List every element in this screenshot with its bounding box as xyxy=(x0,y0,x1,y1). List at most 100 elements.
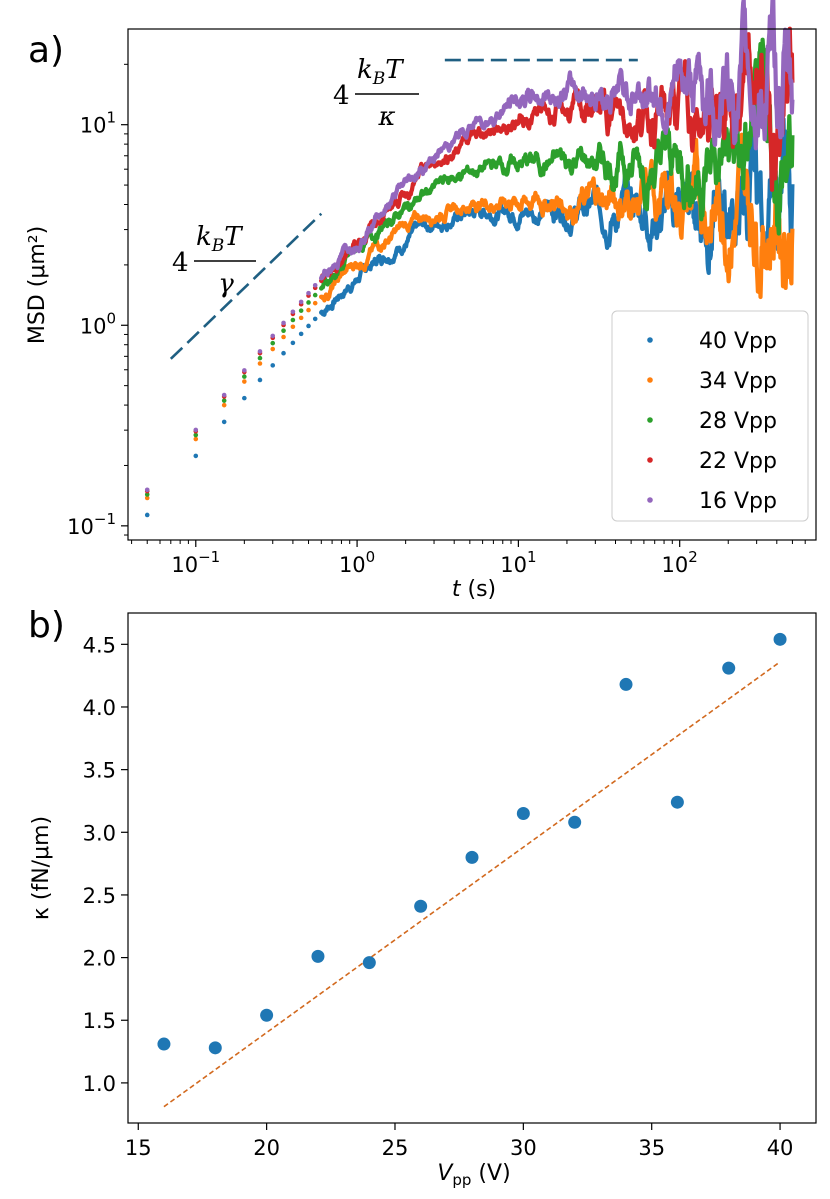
msd-point xyxy=(221,402,227,408)
plot-a-xlabel: t (s) xyxy=(452,577,496,602)
legend-label: 40 Vpp xyxy=(699,329,777,354)
plot-a-xlabel-var: t xyxy=(452,577,462,602)
legend-box xyxy=(611,310,809,522)
annotation-diffusive-sub: B xyxy=(211,236,225,256)
msd-point xyxy=(193,427,199,433)
data-point xyxy=(311,949,325,963)
msd-curve xyxy=(319,37,795,290)
panel-b-stiffness-chart: b) 15 20 25 30 35 401.01.52.02.53.03.54.04.5 … xyxy=(28,605,817,1189)
msd-point xyxy=(193,436,199,442)
msd-point xyxy=(144,495,150,501)
msd-point xyxy=(312,283,318,288)
msd-point xyxy=(306,300,311,305)
msd-series-group xyxy=(144,0,795,518)
data-point xyxy=(260,1008,274,1022)
y-tick-label: 2.0 xyxy=(83,947,116,971)
msd-point xyxy=(242,395,247,401)
plot-b-xlabel-sub: pp xyxy=(452,1171,471,1189)
msd-curve xyxy=(319,132,795,303)
plot-b-xlabel-unit: (V) xyxy=(471,1161,510,1186)
x-tick-label: 101 xyxy=(500,548,536,577)
panel-a-msd-chart: a) 10−1 100 101 102 10−1 100 101 MSD (μm²) t (… xyxy=(25,0,817,602)
x-tick-label: 40 xyxy=(767,1136,794,1160)
msd-point xyxy=(221,392,227,398)
msd-curve xyxy=(319,0,795,280)
msd-point xyxy=(290,317,296,323)
x-tick-label: 102 xyxy=(662,548,698,577)
annotation-diffusive-T: T xyxy=(224,222,243,252)
plot-b-xlabel-var: V xyxy=(437,1161,454,1186)
data-point xyxy=(414,899,428,913)
plot-b-xlabel: Vpp (V) xyxy=(437,1161,510,1189)
msd-point xyxy=(144,487,150,493)
legend: 40 Vpp 34 Vpp 28 Vpp 22 Vpp 16 Vpp xyxy=(611,310,809,522)
plot-a-ylabel: MSD (μm²) xyxy=(25,226,50,344)
msd-point xyxy=(298,299,304,305)
plot-a-axes-ticks: 10−1 100 101 102 10−1 100 101 xyxy=(67,63,806,577)
msd-point xyxy=(306,323,311,329)
msd-point xyxy=(270,346,276,352)
msd-point xyxy=(281,320,286,326)
msd-point xyxy=(290,340,296,346)
legend-label: 16 Vpp xyxy=(699,489,777,514)
legend-marker xyxy=(647,417,653,423)
msd-point xyxy=(312,292,318,298)
legend-marker xyxy=(647,337,653,343)
msd-point xyxy=(257,355,263,361)
annotation-diffusive-coef: 4 xyxy=(172,248,189,278)
y-tick-label: 2.5 xyxy=(83,884,116,908)
legend-marker xyxy=(647,377,653,383)
fit-line-group xyxy=(163,661,781,1108)
annotation-diffusive-den: γ xyxy=(218,269,234,299)
msd-point xyxy=(221,419,227,425)
legend-marker xyxy=(647,457,653,463)
annotation-plateau: 4 kBT κ xyxy=(333,55,419,132)
x-tick-label: 10−1 xyxy=(171,548,220,577)
data-point xyxy=(157,1037,171,1051)
msd-series-16-vpp xyxy=(144,0,795,493)
fit-line xyxy=(163,661,781,1108)
msd-point xyxy=(281,350,286,356)
annotation-plateau-T: T xyxy=(385,55,404,85)
legend-label: 22 Vpp xyxy=(699,449,777,474)
data-point xyxy=(773,632,787,646)
msd-point xyxy=(257,361,263,366)
data-point xyxy=(516,806,530,820)
msd-point xyxy=(281,328,286,333)
panel-b-label: b) xyxy=(28,605,65,646)
data-point xyxy=(670,795,684,809)
plot-a-xlabel-unit: (s) xyxy=(461,577,497,602)
msd-point xyxy=(221,398,227,403)
data-point xyxy=(362,956,376,970)
data-point xyxy=(465,850,479,864)
msd-point xyxy=(270,363,276,368)
msd-point xyxy=(312,316,318,322)
y-tick-label: 101 xyxy=(80,109,116,138)
data-point xyxy=(208,1041,222,1055)
msd-curve xyxy=(319,117,795,317)
legend-items: 40 Vpp 34 Vpp 28 Vpp 22 Vpp 16 Vpp xyxy=(647,329,777,514)
data-points-group xyxy=(157,632,787,1055)
msd-point xyxy=(257,349,263,354)
panel-a-label: a) xyxy=(28,30,64,71)
plot-a-frame xyxy=(127,28,817,541)
x-tick-label: 100 xyxy=(339,548,375,577)
plot-b-frame xyxy=(127,612,817,1124)
x-tick-label: 35 xyxy=(638,1136,665,1160)
msd-point xyxy=(257,377,263,383)
guide-line-diffusive xyxy=(169,212,323,360)
x-tick-label: 30 xyxy=(510,1136,537,1160)
msd-point xyxy=(298,315,304,321)
msd-point xyxy=(312,300,318,306)
msd-point xyxy=(290,324,296,330)
data-point xyxy=(568,815,582,829)
msd-point xyxy=(144,492,150,497)
y-tick-label: 3.5 xyxy=(83,759,116,783)
msd-point xyxy=(144,512,150,518)
guide-lines xyxy=(169,58,638,360)
msd-point xyxy=(242,368,247,373)
annotation-diffusive-num: kBT xyxy=(196,222,243,256)
msd-point xyxy=(306,290,311,296)
legend-label: 28 Vpp xyxy=(699,409,777,434)
msd-point xyxy=(290,309,296,315)
